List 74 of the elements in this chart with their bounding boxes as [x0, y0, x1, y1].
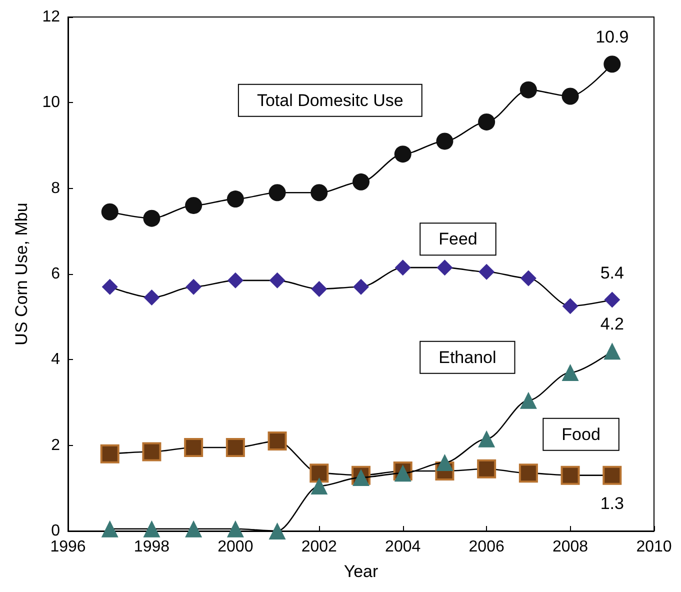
series-label: Feed — [438, 230, 478, 249]
x-tick-label: 2000 — [218, 538, 254, 556]
point — [268, 184, 286, 202]
point — [436, 454, 454, 471]
point — [478, 264, 495, 280]
point — [520, 270, 536, 286]
point — [394, 464, 412, 482]
text: Total Domesitc Use — [256, 90, 404, 110]
point — [310, 184, 328, 202]
x-tick-label: 2002 — [301, 538, 338, 556]
data-label: 5.4 — [600, 264, 624, 283]
data-label: 4.2 — [600, 314, 624, 334]
point — [518, 464, 538, 483]
point — [142, 442, 162, 462]
point — [143, 520, 160, 538]
text: Ethanol — [438, 348, 496, 367]
point — [604, 56, 621, 73]
point — [478, 113, 496, 130]
point — [269, 272, 286, 288]
y-tick-label: 4 — [51, 351, 60, 368]
y-tick-label: 8 — [51, 180, 60, 197]
point — [352, 468, 370, 486]
series-label: Food — [562, 424, 600, 444]
point — [520, 392, 537, 409]
point — [185, 196, 202, 214]
point — [604, 292, 620, 308]
y-tick-label: 10 — [42, 94, 60, 112]
y-tick-label: 6 — [51, 266, 60, 282]
point — [227, 272, 244, 288]
point — [144, 290, 160, 306]
data-label: 10.9 — [596, 28, 629, 47]
point — [100, 444, 120, 464]
point — [394, 260, 411, 276]
point — [353, 278, 369, 295]
point — [184, 438, 204, 457]
point — [310, 464, 329, 483]
x-tick-label: 1998 — [134, 538, 170, 556]
x-tick-label: 2006 — [468, 538, 504, 556]
point — [562, 88, 579, 105]
y-tick-label: 12 — [42, 8, 60, 26]
x-tick-label: 2010 — [636, 538, 672, 556]
point — [436, 260, 453, 276]
point — [311, 280, 328, 297]
point — [560, 466, 580, 485]
x-tick-label: 2004 — [385, 538, 421, 556]
x-axis-title: Year — [344, 562, 379, 581]
point — [268, 432, 287, 451]
point — [352, 173, 370, 190]
point — [562, 364, 579, 382]
point — [185, 520, 202, 538]
y-tick-label: 0 — [51, 522, 60, 540]
point — [101, 203, 118, 220]
x-tick-label: 1996 — [50, 538, 86, 556]
point — [602, 466, 622, 485]
data-label: 1.3 — [600, 494, 624, 513]
point — [226, 438, 245, 457]
point — [477, 459, 496, 478]
x-tick-label: 2008 — [552, 538, 588, 556]
point — [604, 342, 621, 360]
point — [226, 190, 244, 208]
point — [562, 298, 578, 314]
point — [394, 146, 412, 163]
y-axis-title: US Corn Use, Mbu — [12, 202, 31, 346]
point — [226, 520, 244, 538]
point — [436, 132, 454, 150]
y-tick-label: 2 — [51, 436, 60, 454]
point — [268, 522, 286, 540]
point — [143, 210, 160, 227]
point — [520, 81, 537, 98]
point — [186, 278, 202, 295]
point — [102, 278, 118, 295]
point — [310, 478, 328, 495]
point — [101, 520, 118, 538]
point — [478, 430, 496, 448]
